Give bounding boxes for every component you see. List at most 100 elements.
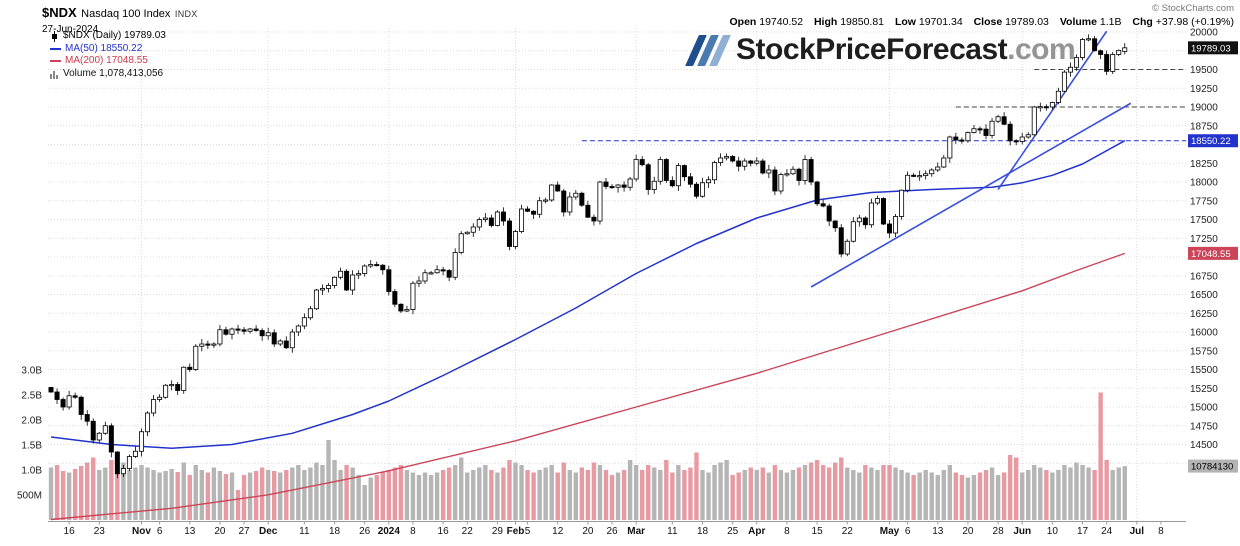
legend-series-row: $NDX (Daily) 19789.03 xyxy=(50,30,166,43)
svg-text:16500: 16500 xyxy=(1190,290,1218,301)
svg-text:20000: 20000 xyxy=(1190,28,1218,39)
ma50-line-icon xyxy=(50,47,61,50)
volume-value: 1.1B xyxy=(1099,16,1122,28)
legend-ma50: MA(50) 18550.22 xyxy=(65,42,143,54)
title-line: $NDX Nasdaq 100 Index INDX xyxy=(42,4,198,22)
svg-text:18: 18 xyxy=(329,526,341,537)
svg-text:8: 8 xyxy=(410,526,416,537)
svg-text:20: 20 xyxy=(214,526,226,537)
svg-text:14500: 14500 xyxy=(1190,440,1218,451)
svg-text:20: 20 xyxy=(582,526,594,537)
svg-text:26: 26 xyxy=(359,526,371,537)
svg-text:18750: 18750 xyxy=(1190,121,1218,132)
svg-text:17750: 17750 xyxy=(1190,196,1218,207)
svg-text:19789.03: 19789.03 xyxy=(1191,43,1231,54)
svg-text:22: 22 xyxy=(462,526,474,537)
svg-text:12: 12 xyxy=(552,526,564,537)
svg-text:Jun: Jun xyxy=(1013,526,1031,537)
open-value: 19740.52 xyxy=(759,16,804,28)
svg-text:28: 28 xyxy=(993,526,1005,537)
svg-text:20: 20 xyxy=(962,526,974,537)
legend-ma200-row: MA(200) 17048.55 xyxy=(50,55,166,68)
close-label: Close xyxy=(973,16,1003,28)
svg-text:10784130: 10784130 xyxy=(1191,462,1233,473)
svg-text:16: 16 xyxy=(438,526,450,537)
svg-text:Dec: Dec xyxy=(259,526,278,537)
svg-text:8: 8 xyxy=(784,526,790,537)
low-label: Low xyxy=(894,16,916,28)
svg-text:19500: 19500 xyxy=(1190,65,1218,76)
svg-text:10: 10 xyxy=(1047,526,1059,537)
legend-volume: Volume 1,078,413,056 xyxy=(63,67,164,79)
header-right: © StockCharts.com Open 19740.52 High 198… xyxy=(721,3,1234,28)
svg-text:18: 18 xyxy=(697,526,709,537)
svg-text:16: 16 xyxy=(64,526,76,537)
exchange-label: INDX xyxy=(174,9,198,19)
svg-text:18550.22: 18550.22 xyxy=(1191,136,1231,147)
chg-value: +37.98 (+0.19%) xyxy=(1155,16,1234,28)
close-value: 19789.03 xyxy=(1005,16,1049,28)
svg-text:1.0B: 1.0B xyxy=(21,466,42,477)
svg-text:6: 6 xyxy=(157,526,163,537)
svg-text:May: May xyxy=(880,526,900,537)
legend-series: $NDX (Daily) 19789.03 xyxy=(63,30,166,41)
symbol: $NDX xyxy=(42,5,77,20)
volume-label: Volume xyxy=(1059,16,1097,28)
chart-date: 27-Jun-2024 xyxy=(42,24,99,35)
svg-text:24: 24 xyxy=(1101,526,1113,537)
high-label: High xyxy=(813,16,838,28)
ma200-line-icon xyxy=(50,60,61,63)
high-value: 19850.81 xyxy=(840,16,885,28)
svg-text:17: 17 xyxy=(1077,526,1089,537)
svg-text:Apr: Apr xyxy=(748,526,765,537)
svg-text:11: 11 xyxy=(667,526,678,537)
svg-text:16250: 16250 xyxy=(1190,309,1218,320)
svg-text:16750: 16750 xyxy=(1190,271,1218,282)
svg-text:25: 25 xyxy=(727,526,739,537)
low-value: 19701.34 xyxy=(918,16,963,28)
chart-legend: $NDX (Daily) 19789.03 MA(50) 18550.22 MA… xyxy=(50,30,166,80)
svg-text:29: 29 xyxy=(492,526,504,537)
svg-text:2.0B: 2.0B xyxy=(21,416,42,427)
quote-row: Open 19740.52 High 19850.81 Low 19701.34… xyxy=(721,16,1234,28)
svg-text:17048.55: 17048.55 xyxy=(1191,249,1231,260)
legend-volume-row: Volume 1,078,413,056 xyxy=(50,68,166,81)
svg-text:5: 5 xyxy=(525,526,531,537)
svg-text:19250: 19250 xyxy=(1190,84,1218,95)
svg-text:16000: 16000 xyxy=(1190,328,1218,339)
svg-text:3.0B: 3.0B xyxy=(21,366,42,377)
svg-text:23: 23 xyxy=(94,526,106,537)
svg-text:11: 11 xyxy=(299,526,310,537)
legend-ma200: MA(200) 17048.55 xyxy=(65,55,148,66)
svg-text:18250: 18250 xyxy=(1190,159,1218,170)
svg-text:Nov: Nov xyxy=(132,526,151,537)
svg-text:15750: 15750 xyxy=(1190,346,1218,357)
svg-text:Mar: Mar xyxy=(627,526,645,537)
svg-text:8: 8 xyxy=(1158,526,1164,537)
svg-text:17250: 17250 xyxy=(1190,234,1218,245)
svg-text:27: 27 xyxy=(238,526,250,537)
svg-text:13: 13 xyxy=(932,526,944,537)
open-label: Open xyxy=(729,16,757,28)
svg-text:26: 26 xyxy=(606,526,618,537)
index-name: Nasdaq 100 Index xyxy=(81,8,171,20)
legend-ma50-row: MA(50) 18550.22 xyxy=(50,43,166,56)
volume-bars-icon xyxy=(50,70,58,79)
svg-text:17500: 17500 xyxy=(1190,215,1218,226)
svg-text:15000: 15000 xyxy=(1190,403,1218,414)
svg-text:Feb: Feb xyxy=(507,526,525,537)
svg-text:500M: 500M xyxy=(17,491,42,502)
svg-text:18000: 18000 xyxy=(1190,178,1218,189)
svg-text:14750: 14750 xyxy=(1190,421,1218,432)
svg-text:6: 6 xyxy=(905,526,911,537)
candlestick-icon xyxy=(52,30,57,42)
svg-text:13: 13 xyxy=(184,526,196,537)
chg-label: Chg xyxy=(1132,16,1153,28)
svg-text:15250: 15250 xyxy=(1190,384,1218,395)
svg-text:2.5B: 2.5B xyxy=(21,391,42,402)
svg-text:1.5B: 1.5B xyxy=(21,441,42,452)
svg-text:15500: 15500 xyxy=(1190,365,1218,376)
svg-text:19000: 19000 xyxy=(1190,103,1218,114)
header-left: $NDX Nasdaq 100 Index INDX 27-Jun-2024 xyxy=(42,4,198,35)
